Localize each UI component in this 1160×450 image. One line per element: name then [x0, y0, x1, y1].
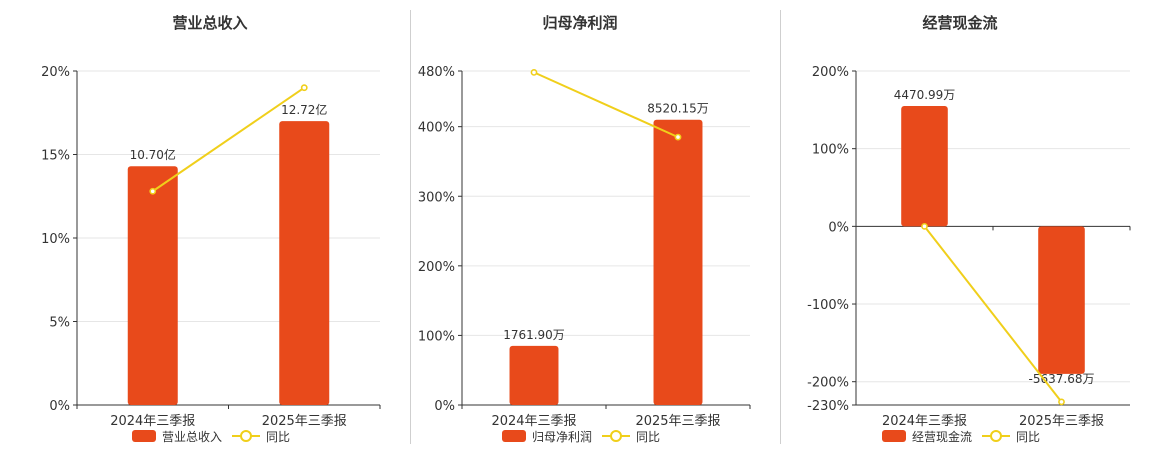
yoy-point	[674, 133, 682, 141]
y-tick-label: 400%	[418, 121, 455, 136]
chart-title-net-profit: 归母净利润	[542, 14, 618, 32]
bar	[509, 345, 559, 405]
yoy-point	[300, 84, 308, 92]
yoy-point	[1058, 398, 1065, 406]
legend-bar-label: 经营现金流	[912, 429, 973, 444]
bar-value-label: -5637.68万	[1029, 372, 1095, 386]
y-tick-label: -100%	[807, 298, 849, 313]
legend-line-swatch	[232, 430, 261, 442]
legend-bar-swatch	[882, 430, 906, 442]
y-tick-label: 100%	[418, 329, 455, 344]
panel-divider	[410, 10, 411, 444]
bar	[127, 166, 178, 405]
y-tick-label: -200%	[807, 376, 849, 391]
x-tick-label: 2024年三季报	[110, 414, 195, 429]
bar-value-label: 12.72亿	[281, 102, 327, 117]
x-tick-label: 2025年三季报	[1019, 414, 1104, 429]
legend-bar-swatch	[132, 430, 156, 442]
legend-bar-label: 归母净利润	[532, 429, 593, 444]
y-tick-label: 20%	[41, 65, 70, 80]
bar	[653, 119, 703, 405]
y-tick-label: 0%	[49, 399, 70, 414]
legend-net-profit[interactable]: 归母净利润 同比	[502, 427, 660, 445]
chart-title-cashflow: 经营现金流	[922, 14, 998, 32]
bar	[279, 121, 330, 405]
x-tick-label: 2024年三季报	[882, 414, 967, 429]
x-tick-label: 2025年三季报	[635, 414, 720, 429]
yoy-point	[530, 68, 538, 76]
yoy-point	[921, 222, 928, 230]
yoy-line	[923, 225, 1063, 403]
legend-line-label: 同比	[266, 429, 291, 444]
legend-cashflow[interactable]: 经营现金流 同比	[882, 427, 1040, 445]
legend-revenue[interactable]: 营业总收入 同比	[132, 427, 290, 445]
legend-line-swatch	[602, 430, 631, 442]
legend-line-label: 同比	[1016, 429, 1041, 444]
y-tick-label: 200%	[812, 65, 849, 80]
y-tick-label: 0%	[434, 399, 455, 414]
x-tick-label: 2024年三季报	[491, 414, 576, 429]
legend-line-swatch	[982, 430, 1011, 442]
yoy-line	[533, 71, 679, 139]
y-tick-label: 15%	[41, 149, 70, 164]
bar-value-label: 1761.90万	[503, 328, 565, 342]
panel-divider	[780, 10, 781, 444]
yoy-line	[152, 86, 305, 193]
legend-bar-swatch	[502, 430, 526, 442]
y-tick-label: -230%	[807, 399, 849, 414]
yoy-point	[149, 187, 157, 195]
y-tick-label: 300%	[418, 190, 455, 205]
bar	[901, 105, 948, 227]
legend-line-label: 同比	[636, 429, 661, 444]
y-tick-label: 200%	[418, 260, 455, 275]
x-tick-label: 2025年三季报	[262, 414, 347, 429]
y-tick-label: 0%	[828, 220, 849, 235]
y-tick-label: 10%	[41, 232, 70, 247]
bar-value-label: 8520.15万	[647, 102, 709, 116]
y-tick-label: 5%	[49, 316, 70, 331]
bar-value-label: 10.70亿	[130, 147, 176, 162]
bar	[1038, 226, 1085, 374]
y-tick-label: 100%	[812, 143, 849, 158]
bar-value-label: 4470.99万	[894, 88, 956, 102]
chart-title-revenue: 营业总收入	[172, 14, 248, 32]
legend-bar-label: 营业总收入	[162, 429, 223, 444]
y-tick-label: 480%	[418, 65, 455, 80]
